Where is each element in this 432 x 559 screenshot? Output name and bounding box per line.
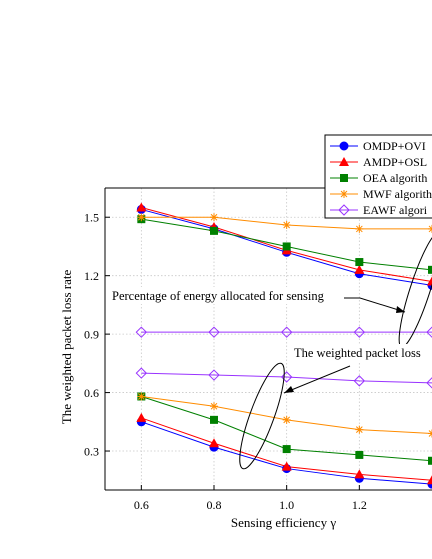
data-point-loss (426, 377, 432, 389)
data-point-energy (354, 264, 365, 274)
data-point-energy (353, 326, 366, 338)
data-point-loss (354, 469, 365, 479)
axes: 0.6 0.8 1.0 1.2 0.3 0.6 0.9 1.2 1.5 Sensing effic… (59, 187, 432, 530)
data-point-loss (210, 415, 218, 424)
annotation-arrowhead-energy (396, 306, 405, 313)
data-point-energy (427, 276, 432, 286)
data-point-loss (355, 425, 364, 434)
data-point-energy (280, 326, 293, 338)
y-tick-label: 1.5 (84, 211, 99, 225)
y-tick-label: 1.2 (84, 269, 99, 283)
data-point-energy (282, 242, 291, 251)
annotations: Percentage of energy allocated for sensi… (108, 232, 432, 470)
legend-label: MWF algorith (363, 187, 432, 201)
data-point-energy (282, 221, 291, 230)
legend-marker (339, 141, 349, 151)
data-point-energy (355, 224, 364, 233)
data-point-energy (135, 326, 148, 338)
data-point-energy (428, 265, 432, 274)
x-tick-label: 1.0 (279, 498, 294, 512)
data-point-loss (209, 438, 219, 448)
data-point-loss (428, 429, 432, 438)
legend-label: AMDP+OSL (363, 155, 427, 169)
data-point-loss (282, 415, 291, 424)
data-point-energy (426, 326, 432, 338)
y-axis-label: The weighted packet loss rate (59, 270, 74, 425)
data-point-loss (428, 456, 432, 465)
data-point-loss (353, 375, 366, 387)
x-tick-label: 0.8 (207, 498, 222, 512)
series-3 (137, 213, 432, 438)
annotation-bg-energy (108, 287, 344, 304)
data-point-energy (208, 326, 220, 338)
series-4 (135, 326, 432, 389)
data-point-loss (427, 475, 432, 485)
annotation-loss: The weighted packet loss (294, 346, 421, 360)
data-point-energy (428, 224, 432, 233)
series-line-loss (141, 372, 432, 384)
annotation-energy: Percentage of energy allocated for sensi… (112, 289, 325, 303)
data-point-loss (135, 367, 148, 379)
y-tick-label: 0.6 (84, 386, 99, 400)
annotation-ellipse-loss (239, 362, 285, 470)
y-tick-label: 0.9 (84, 328, 99, 342)
data-point-loss (210, 402, 218, 411)
data-point-loss (355, 450, 364, 459)
data-point-loss (208, 369, 220, 381)
data-point-energy (136, 202, 147, 212)
x-axis-label: Sensing efficiency γ (231, 515, 336, 530)
data-point-loss (282, 445, 291, 454)
y-tick-label: 0.3 (84, 445, 99, 459)
data-point-energy (137, 213, 146, 222)
annotation-arrowhead-loss (284, 386, 294, 393)
x-tick-label: 1.2 (352, 498, 367, 512)
data-point-loss (136, 412, 147, 422)
legend-marker (340, 174, 348, 182)
data-point-loss (137, 392, 146, 401)
annotation-arrow-loss (283, 365, 351, 394)
data-point-loss (280, 371, 293, 383)
legend-label: OMDP+OVI (363, 139, 426, 153)
annotation-bg-loss (292, 344, 432, 362)
data-point-energy (210, 213, 218, 222)
data-series (135, 202, 432, 489)
data-point-loss (281, 461, 292, 471)
legend-marker (339, 157, 349, 166)
data-point-energy (355, 258, 364, 267)
legend-marker (340, 190, 348, 198)
x-tick-label: 0.6 (134, 498, 149, 512)
data-point-energy (210, 226, 218, 235)
legend: OMDP+OVI AMDP+OSL OEA algorith MWF algorith… (324, 134, 432, 219)
annotation-arrow-energy (342, 297, 406, 313)
grid-lines (105, 188, 432, 490)
legend-label: EAWF algori (363, 203, 428, 217)
legend-marker (338, 204, 350, 216)
legend-label: OEA algorith (363, 171, 427, 185)
